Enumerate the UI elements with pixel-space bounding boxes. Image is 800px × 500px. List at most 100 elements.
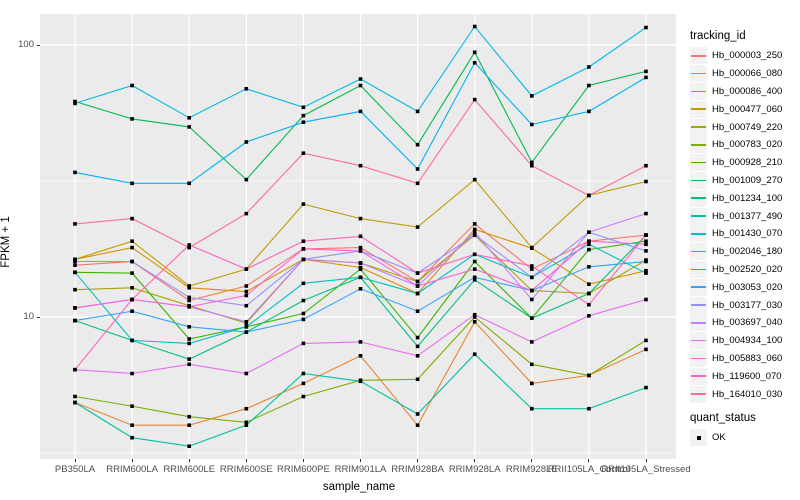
x-tick-mark [474, 459, 476, 462]
data-point [587, 230, 591, 234]
legend-item-label: Hb_005883_060 [712, 352, 783, 364]
data-point [187, 414, 191, 419]
plot-panel [40, 14, 676, 459]
data-point [415, 109, 420, 114]
data-point [587, 239, 591, 243]
data-point [472, 278, 477, 282]
data-point [187, 341, 191, 346]
data-point [358, 275, 363, 280]
legend-item: Hb_000928_210 [690, 154, 798, 172]
legend-item: Hb_119600_070 [690, 367, 798, 385]
data-point [73, 394, 77, 399]
legend-key-swatch [690, 367, 707, 385]
data-point [587, 282, 591, 286]
data-point [530, 122, 534, 127]
data-point [73, 306, 77, 310]
legend-item: Hb_000749_220 [690, 118, 798, 136]
data-point [130, 245, 134, 250]
legend-item: Hb_164010_030 [690, 385, 798, 403]
data-point [244, 325, 249, 329]
data-point [244, 423, 249, 427]
legend-line-icon [691, 90, 706, 93]
data-point [130, 423, 134, 427]
legend-line-icon [691, 357, 706, 360]
y-tick-label: 10 [23, 311, 34, 322]
data-point [644, 259, 648, 264]
legend-key-swatch [690, 385, 707, 403]
data-point [301, 371, 306, 376]
legend-item: Hb_002520_020 [690, 260, 798, 279]
x-tick-label: RRIM928BA [391, 464, 444, 475]
legend-item-label: Hb_000066_080 [712, 68, 783, 80]
quant-status-block: quant_status OK [690, 412, 798, 447]
quant-ok-item: OK [690, 429, 798, 447]
data-point [530, 288, 534, 293]
data-point [244, 420, 249, 425]
data-point [530, 94, 534, 98]
data-point [187, 245, 191, 250]
legend-line-icon [691, 126, 706, 128]
legend-item-label: Hb_001009_270 [712, 174, 783, 186]
data-point [530, 267, 534, 271]
data-point [644, 347, 648, 352]
data-point [244, 211, 249, 216]
data-point [644, 338, 648, 343]
legend-item-label: Hb_001430_070 [712, 228, 783, 240]
legend-item-label: Hb_000783_020 [712, 139, 783, 151]
legend-item-label: Hb_000928_210 [712, 157, 783, 169]
data-point [472, 50, 477, 55]
x-axis-title: sample_name [322, 481, 396, 493]
data-point [644, 25, 648, 30]
legend-key-swatch [690, 171, 707, 189]
legend-key-swatch [690, 47, 707, 65]
data-point [472, 222, 477, 226]
quant-ok-label: OK [712, 432, 726, 444]
data-point [644, 385, 648, 390]
data-point [301, 394, 306, 399]
data-point [301, 257, 306, 262]
data-point [530, 160, 534, 165]
data-point [587, 406, 591, 411]
data-point [358, 234, 363, 239]
data-point [530, 362, 534, 367]
legend-item: Hb_003177_030 [690, 296, 798, 314]
data-point [130, 216, 134, 221]
data-point [301, 317, 306, 322]
data-point [530, 340, 534, 344]
legend-item: Hb_005883_060 [690, 349, 798, 368]
data-point [415, 354, 420, 358]
data-point [73, 259, 77, 264]
x-tick-label: RRIM901LA [334, 464, 387, 475]
data-point [130, 338, 134, 343]
legend-item-label: Hb_002046_180 [712, 246, 783, 258]
data-point [244, 267, 249, 271]
x-tick-mark [360, 459, 361, 462]
data-point [73, 367, 77, 372]
legend-key-swatch [690, 314, 707, 332]
legend-key-swatch [690, 100, 707, 118]
data-point [73, 287, 77, 292]
data-point [358, 287, 363, 291]
data-point [472, 315, 477, 319]
data-point [130, 286, 134, 290]
x-tick-label: RRIM600PE [276, 464, 330, 475]
legend-key-swatch [690, 189, 707, 207]
data-point [244, 289, 249, 294]
data-point [358, 249, 363, 253]
data-point [644, 271, 648, 275]
legend-item: Hb_000783_020 [690, 136, 798, 154]
data-point [301, 341, 306, 346]
data-point [415, 225, 420, 229]
data-point [415, 377, 420, 382]
legend-item: Hb_000003_250 [690, 47, 798, 65]
legend-line-icon [691, 268, 706, 271]
data-point [530, 297, 534, 302]
legend-key-swatch [690, 207, 707, 225]
data-point [130, 435, 134, 440]
data-point [415, 279, 420, 284]
data-point [244, 284, 249, 288]
data-point [187, 116, 191, 120]
legend-item-label: Hb_003053_020 [712, 281, 783, 293]
legend-item: Hb_001430_070 [690, 225, 798, 243]
data-point [415, 412, 420, 416]
